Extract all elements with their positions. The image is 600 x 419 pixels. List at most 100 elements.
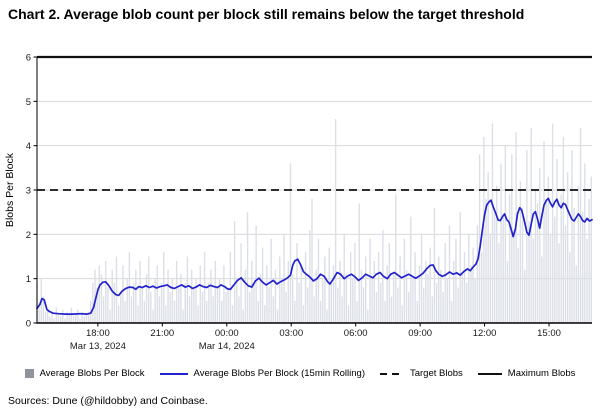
bar — [42, 296, 45, 323]
y-tick-label: 0 — [26, 319, 31, 330]
bar — [360, 269, 363, 323]
bar — [401, 305, 403, 323]
x-tick-label: 15:00 — [537, 328, 561, 339]
bar — [122, 265, 124, 323]
y-axis-title: Blobs Per Block — [4, 152, 16, 227]
bar — [365, 256, 367, 323]
bar — [287, 260, 290, 323]
bar — [356, 300, 358, 323]
bar — [549, 234, 552, 323]
bar — [534, 190, 537, 323]
bar — [554, 216, 556, 323]
bar — [244, 269, 247, 323]
bar — [148, 256, 150, 323]
bar — [302, 305, 305, 323]
bar — [98, 265, 101, 323]
bar — [180, 274, 182, 323]
x-tick-label: 21:00 — [150, 328, 174, 339]
bar — [498, 243, 500, 323]
bar — [375, 291, 378, 323]
bar — [130, 296, 133, 323]
bar — [193, 287, 195, 323]
bar — [158, 296, 161, 323]
bar — [579, 127, 582, 323]
bar — [377, 252, 380, 323]
bar — [474, 278, 476, 323]
bar — [352, 278, 354, 323]
bar — [487, 172, 489, 323]
legend-label: Average Blobs Per Block (15min Rolling) — [193, 368, 365, 379]
bar — [410, 216, 412, 323]
bar — [556, 158, 558, 323]
bar — [199, 265, 201, 323]
bar — [85, 314, 88, 323]
bar — [519, 181, 522, 323]
bar — [145, 274, 148, 323]
bar — [551, 123, 554, 323]
bar — [433, 207, 436, 323]
bar — [390, 296, 393, 323]
bar — [274, 269, 277, 323]
bar — [268, 287, 270, 323]
bar — [517, 247, 519, 323]
bar — [150, 291, 152, 323]
bar — [300, 265, 302, 323]
legend-label: Maximum Blobs — [507, 368, 576, 379]
bar — [186, 256, 189, 323]
bar — [83, 316, 85, 323]
bar — [47, 309, 49, 323]
bar — [459, 212, 461, 323]
bar — [141, 287, 143, 323]
bar — [94, 269, 96, 323]
bar — [569, 252, 571, 323]
bar — [575, 265, 577, 323]
chart-title: Chart 2. Average blob count per block st… — [8, 6, 525, 22]
bar — [57, 314, 60, 323]
bar — [139, 260, 141, 323]
bar — [577, 185, 580, 323]
bar — [414, 252, 416, 323]
bar — [294, 300, 296, 323]
solid-line-swatch-icon — [477, 372, 502, 375]
bar — [109, 309, 111, 323]
bar — [590, 176, 592, 323]
bar — [154, 278, 156, 323]
bar — [412, 278, 414, 323]
bar — [543, 141, 545, 323]
bar — [44, 311, 47, 323]
bar — [513, 229, 515, 323]
bar — [588, 198, 590, 323]
bar — [571, 150, 573, 323]
bar — [285, 291, 287, 323]
y-tick-label: 3 — [26, 186, 31, 197]
bar — [558, 243, 560, 323]
bar — [227, 287, 229, 323]
bar — [386, 265, 388, 323]
bar — [261, 247, 264, 323]
bar — [81, 311, 83, 323]
bar — [418, 265, 421, 323]
bar — [562, 136, 565, 323]
bar — [152, 309, 154, 323]
bar — [328, 247, 330, 323]
bar — [236, 278, 238, 323]
bar — [468, 234, 470, 323]
bar — [446, 278, 449, 323]
bar — [160, 283, 163, 323]
bar — [541, 256, 543, 323]
bar — [508, 194, 511, 323]
bar — [341, 296, 343, 323]
bar — [242, 309, 244, 323]
bar — [100, 274, 103, 323]
bar — [573, 207, 575, 323]
bar — [49, 316, 51, 323]
bar — [347, 305, 350, 323]
bar — [246, 212, 249, 323]
x-date-label: Mar 13, 2024 — [70, 341, 126, 352]
y-tick-label: 5 — [26, 97, 31, 108]
bar — [384, 300, 386, 323]
bar — [223, 265, 225, 323]
bar — [326, 309, 328, 323]
bar — [429, 247, 431, 323]
